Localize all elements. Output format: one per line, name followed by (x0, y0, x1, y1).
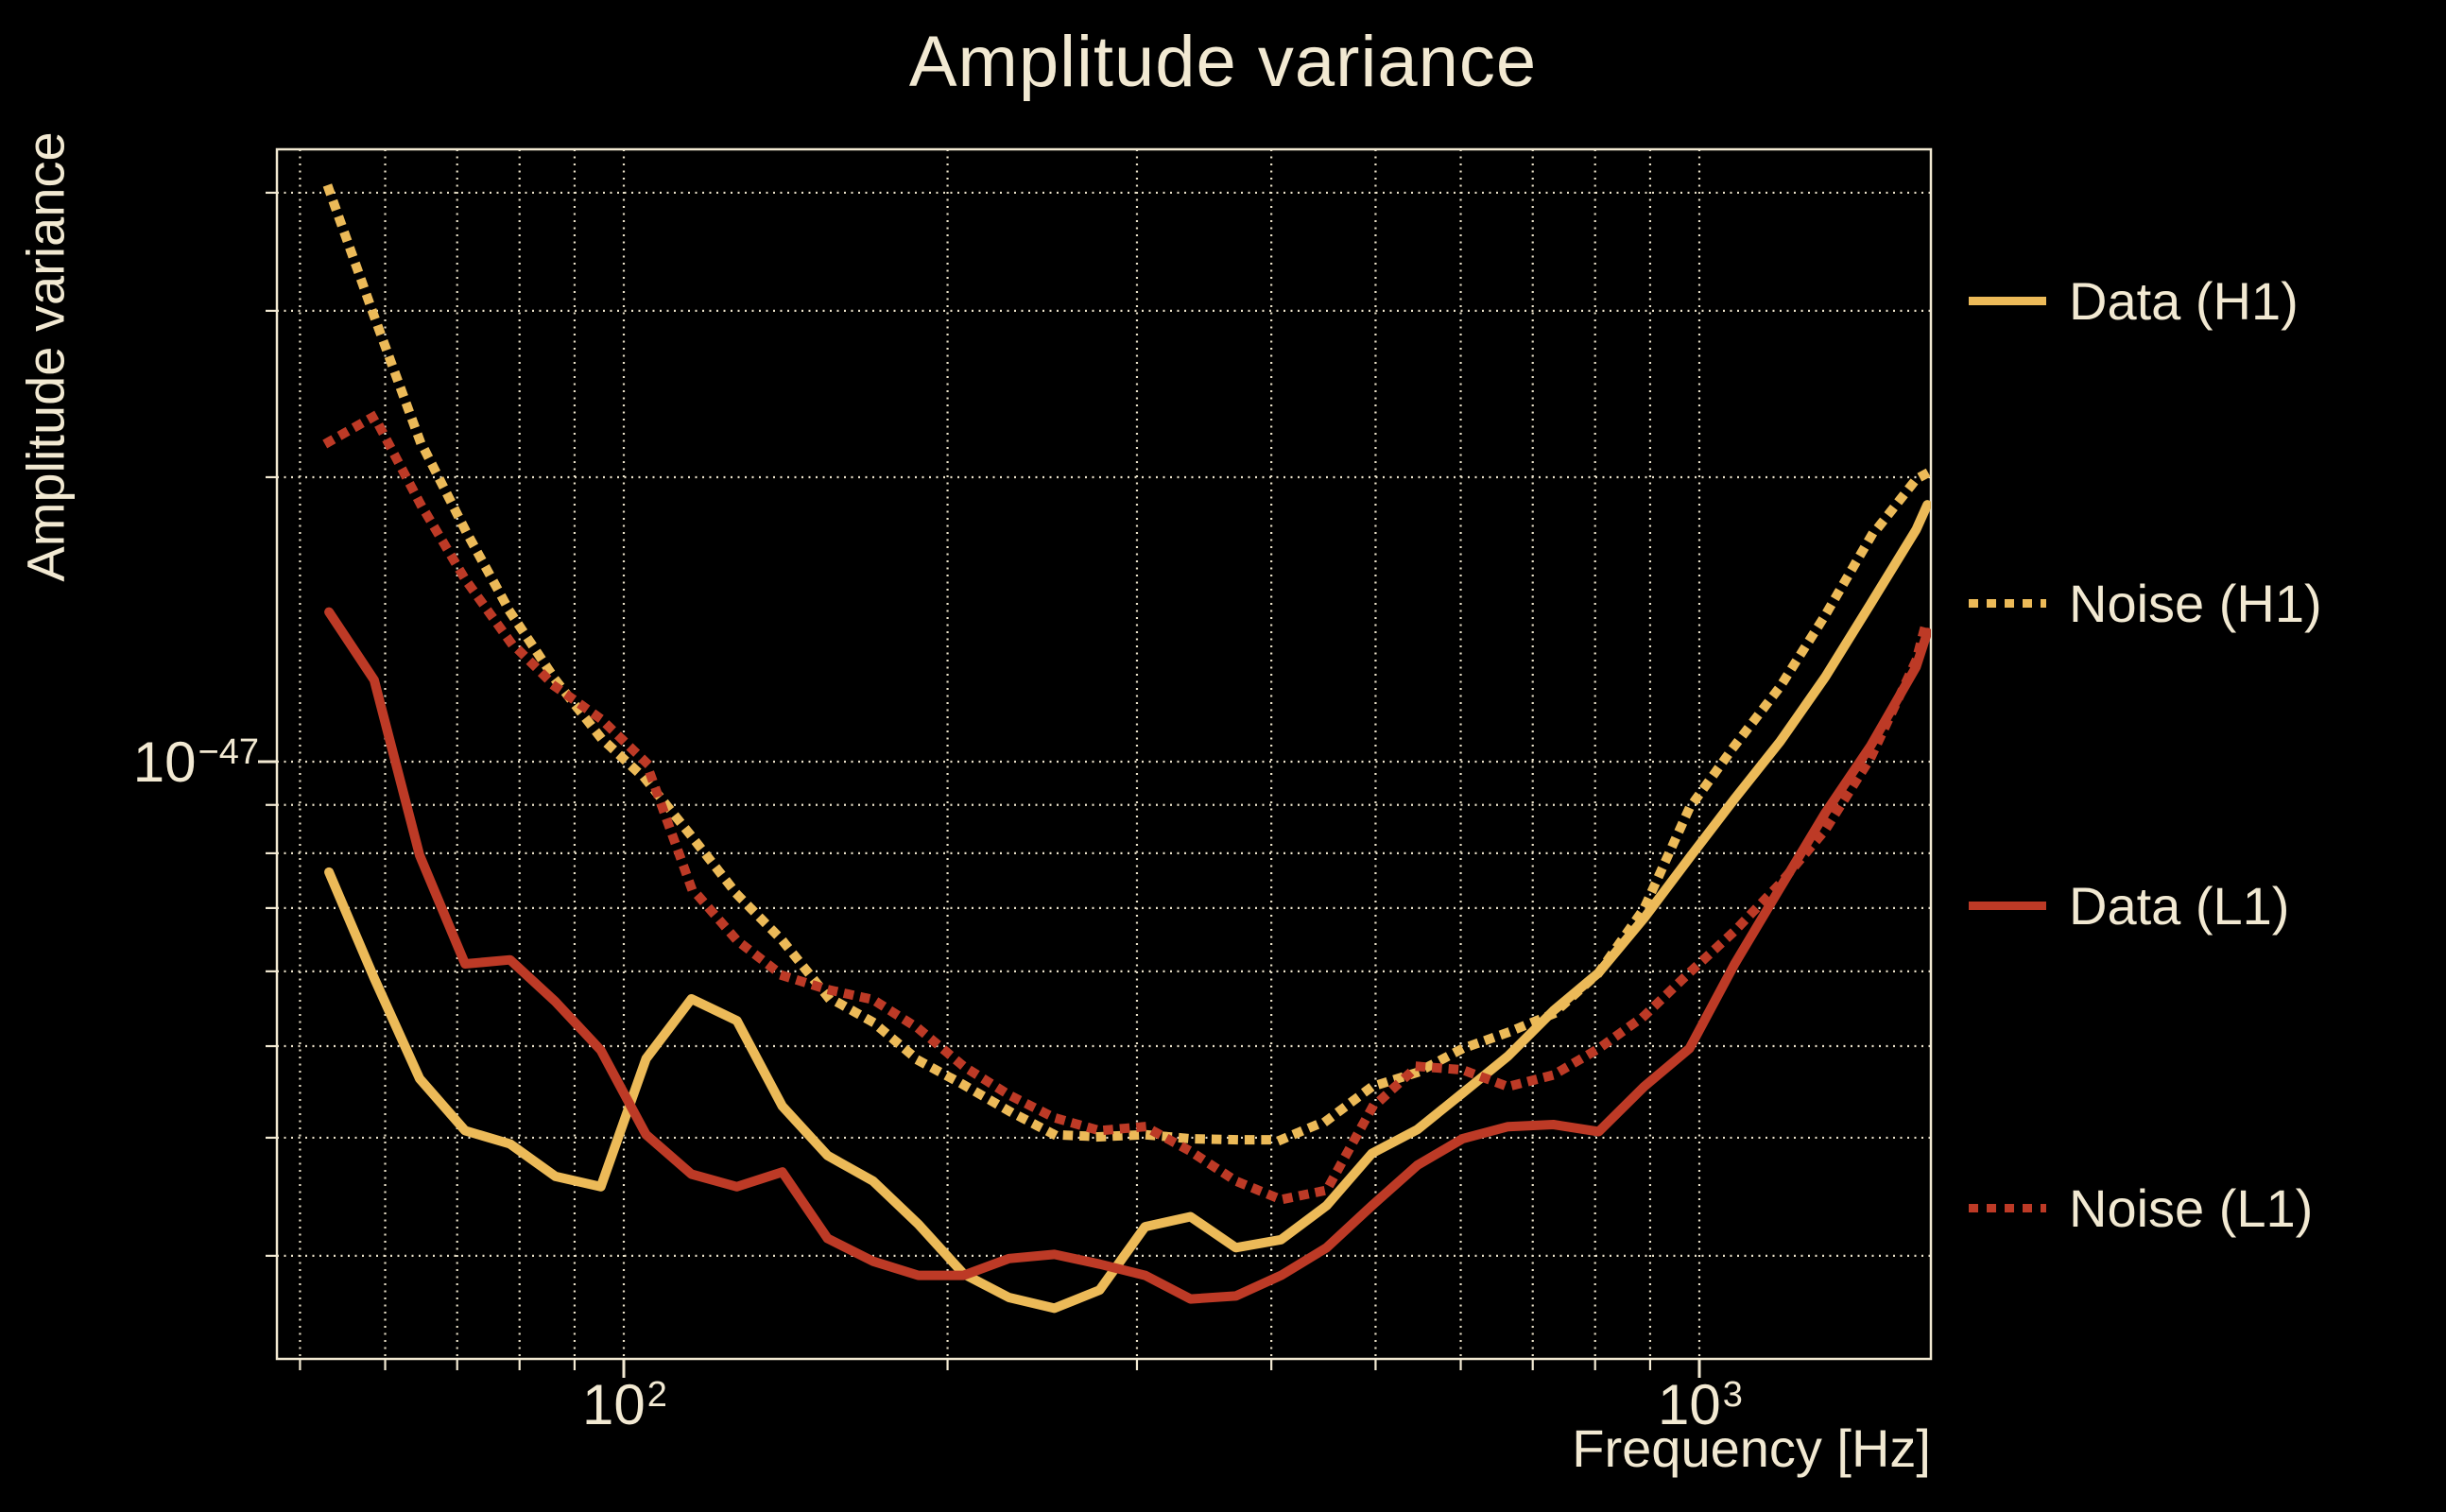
x-axis-label: Frequency [Hz] (1572, 1418, 1931, 1478)
x-tick-label-100: 102 (582, 1372, 667, 1437)
y-tick-label-1e-47: 10−47 (132, 730, 259, 795)
x-tick-label-1000: 103 (1658, 1372, 1743, 1437)
legend-line-solid-red-icon (1969, 901, 2046, 910)
legend-line-dotted-gold-icon (1969, 598, 2046, 608)
legend-line-dotted-red-icon (1969, 1203, 2046, 1212)
x-tick-base: 10 (1658, 1373, 1721, 1436)
series-line-data_h1 (324, 500, 1931, 1314)
legend-entry-noise-l1: Noise (L1) (1969, 1170, 2313, 1246)
y-axis-label: Amplitude variance (15, 131, 76, 582)
x-tick-base: 10 (582, 1373, 646, 1436)
legend-label: Data (H1) (2069, 270, 2299, 331)
legend-line-solid-gold-icon (1969, 296, 2046, 305)
series-line-noise_h1 (322, 183, 1931, 1145)
legend-entry-data-h1: Data (H1) (1969, 263, 2299, 338)
x-tick-exponent: 2 (646, 1375, 667, 1415)
y-tick-exponent: −47 (198, 732, 259, 772)
chart-title: Amplitude variance (908, 22, 1538, 102)
y-tick-base: 10 (132, 730, 197, 794)
axes-frame (275, 147, 1933, 1361)
legend-label: Noise (H1) (2069, 573, 2322, 633)
legend-label: Noise (L1) (2069, 1177, 2314, 1238)
legend-entry-data-l1: Data (L1) (1969, 868, 2289, 943)
series-line-noise_l1 (322, 411, 1931, 1205)
series-line-data_l1 (324, 607, 1931, 1304)
legend-entry-noise-h1: Noise (H1) (1969, 565, 2322, 641)
legend-label: Data (L1) (2069, 875, 2290, 936)
x-tick-exponent: 3 (1722, 1375, 1743, 1415)
series-group (322, 183, 1931, 1314)
